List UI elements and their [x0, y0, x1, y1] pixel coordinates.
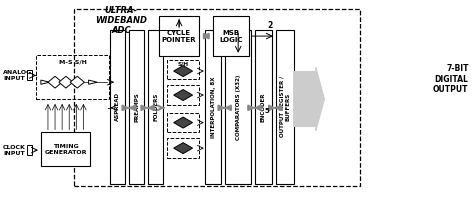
Bar — [27, 145, 32, 155]
Text: M-S S/H: M-S S/H — [59, 60, 87, 65]
Polygon shape — [48, 76, 62, 88]
Bar — [167, 85, 199, 105]
Bar — [159, 16, 199, 56]
Text: FOLDERS: FOLDERS — [153, 93, 158, 121]
Text: ANALOG
INPUT: ANALOG INPUT — [3, 70, 32, 81]
Text: MSB
LOGIC: MSB LOGIC — [219, 30, 243, 43]
Bar — [167, 138, 199, 158]
Text: CLOCK
INPUT: CLOCK INPUT — [3, 145, 26, 155]
Polygon shape — [89, 80, 97, 84]
Polygon shape — [41, 80, 49, 84]
Bar — [41, 132, 91, 166]
Polygon shape — [173, 66, 192, 77]
Polygon shape — [70, 76, 84, 88]
Text: 2: 2 — [267, 21, 273, 30]
Text: CYCLE
POINTER: CYCLE POINTER — [162, 30, 196, 43]
Text: ASPREAD: ASPREAD — [115, 92, 120, 121]
Text: INTERPOLATION, 8X: INTERPOLATION, 8X — [210, 76, 216, 138]
Text: 5: 5 — [265, 108, 270, 114]
Text: OUTPUT REGISTER /
BUFFERS: OUTPUT REGISTER / BUFFERS — [279, 76, 290, 137]
Bar — [36, 55, 109, 99]
Polygon shape — [59, 76, 73, 88]
Bar — [213, 16, 249, 56]
Bar — [110, 30, 126, 184]
Bar — [129, 30, 145, 184]
Text: TIMING
GENERATOR: TIMING GENERATOR — [45, 144, 87, 154]
Bar — [225, 30, 251, 184]
Bar — [27, 70, 32, 80]
Text: ENCODER: ENCODER — [261, 92, 266, 122]
Polygon shape — [173, 117, 192, 128]
Bar — [74, 9, 360, 186]
Bar — [205, 30, 221, 184]
Polygon shape — [173, 143, 192, 154]
Polygon shape — [173, 89, 192, 101]
Text: COMPARATORS (X32): COMPARATORS (X32) — [236, 74, 241, 140]
FancyArrow shape — [294, 68, 324, 130]
Bar — [167, 60, 199, 79]
Text: S/H: S/H — [178, 62, 189, 67]
Text: ULTRA-
WIDEBAND
ADC: ULTRA- WIDEBAND ADC — [95, 6, 147, 35]
Bar — [255, 30, 272, 184]
Bar — [167, 113, 199, 132]
Text: 7-BIT
DIGITAL
OUTPUT: 7-BIT DIGITAL OUTPUT — [433, 64, 469, 94]
Text: PREAMPS: PREAMPS — [134, 92, 139, 122]
Bar — [276, 30, 294, 184]
Bar — [148, 30, 163, 184]
